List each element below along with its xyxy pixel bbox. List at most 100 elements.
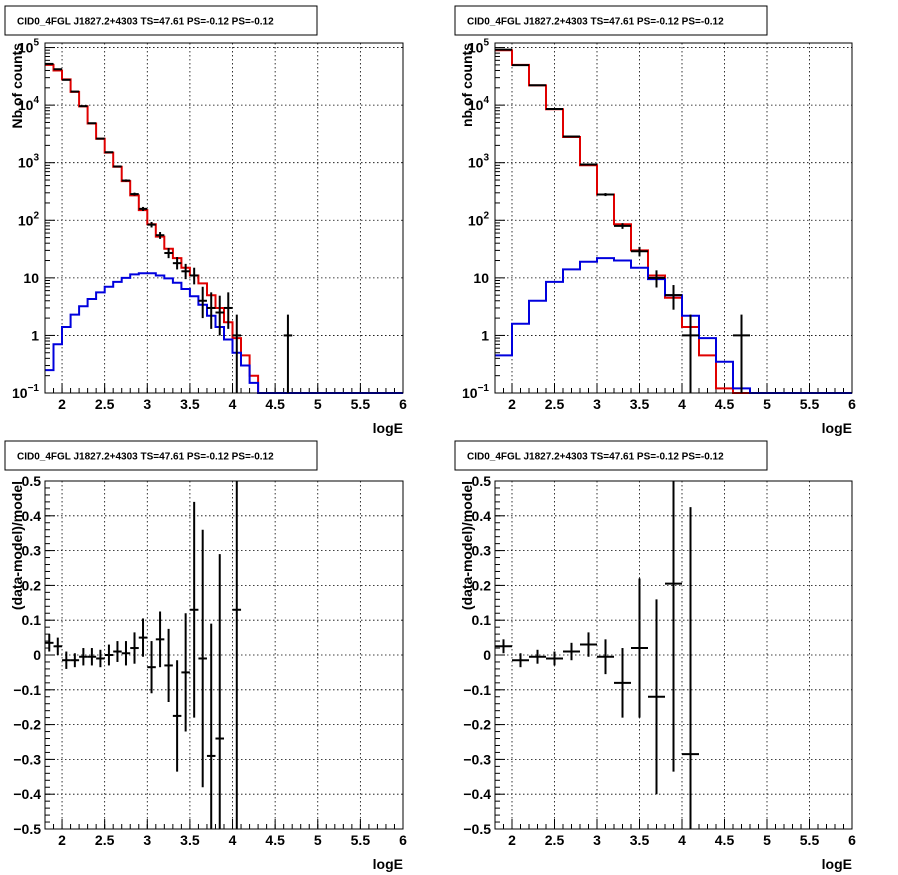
data-point [130,632,139,664]
x-tick-label: 5.5 [800,832,820,848]
x-tick-label: 6 [399,832,407,848]
data-point [563,135,580,138]
data-point [546,108,563,111]
x-tick-label: 5 [763,832,771,848]
y-tick-label: −0.3 [13,751,41,767]
y-tick-label: 104 [468,95,490,113]
y-tick-label: −0.1 [13,682,41,698]
x-axis-label: logE [822,420,852,436]
series-step-line-0 [45,63,403,394]
y-tick-exponent: 3 [483,153,489,164]
x-tick-label: 2.5 [545,832,565,848]
y-tick-exponent: 5 [483,38,489,49]
y-tick-label: 0 [483,647,491,663]
data-point [96,137,105,140]
y-tick-exponent: −1 [478,383,490,394]
x-tick-label: 5 [314,832,322,848]
y-tick-label: −0.4 [463,786,491,802]
x-tick-label: 4.5 [265,396,285,412]
data-point [198,286,207,319]
data-point [181,613,190,732]
data-point [648,270,665,288]
data-point [529,649,546,664]
y-tick-base: 10 [18,212,34,228]
data-point [198,529,207,788]
data-point [224,292,233,329]
data-point [113,641,122,662]
y-tick-base: 10 [468,212,484,228]
x-tick-label: 4.5 [265,832,285,848]
title-box [454,440,768,471]
x-tick-label: 3.5 [630,396,650,412]
data-point [121,179,131,182]
y-tick-label: 102 [468,210,490,228]
x-tick-label: 5 [314,396,322,412]
y-tick-label: 0.3 [472,543,492,559]
data-point [682,507,699,829]
chart-panel-top-left: CID0_4FGL J1827.2+4303 TS=47.61 PS=-0.12… [4,5,407,436]
y-tick-base: 10 [18,97,34,113]
data-point [597,193,614,197]
data-point [104,151,114,154]
x-tick-label: 3 [143,396,151,412]
series-step-line-0 [495,49,852,394]
series-step-line-1 [495,257,852,394]
y-tick-exponent: 2 [483,210,489,221]
data-point [62,651,71,669]
data-point [172,660,182,772]
x-tick-label: 2 [508,396,516,412]
data-point [206,292,216,329]
data-point [215,554,224,829]
y-tick-label: −0.2 [463,717,491,733]
data-point [614,223,631,229]
title-box [4,440,318,471]
y-tick-label: 1 [481,327,489,343]
chart-title: CID0_4FGL J1827.2+4303 TS=47.61 PS=-0.12… [467,452,724,463]
data-point [155,611,165,668]
y-tick-base: 10 [468,97,484,113]
x-tick-label: 4 [229,396,237,412]
y-tick-label: 0.5 [22,473,42,489]
x-tick-label: 2.5 [545,396,565,412]
data-point [546,651,563,666]
y-tick-base: 1 [481,327,489,343]
y-tick-label: 105 [18,38,40,56]
data-point [70,653,80,668]
data-point [79,105,88,108]
data-point [79,648,88,666]
y-tick-label: 10 [473,270,489,286]
y-tick-label: 1 [31,327,39,343]
data-point [512,653,529,668]
data-point [665,285,682,310]
x-tick-label: 2.5 [95,396,115,412]
plot-frame [44,42,404,394]
x-tick-label: 6 [399,396,407,412]
y-tick-label: 0.4 [472,508,492,524]
data-point [104,644,114,666]
data-point [130,192,139,196]
data-point [215,295,224,336]
data-point [87,648,97,666]
data-point [232,314,242,393]
y-tick-label: 0 [33,647,41,663]
y-tick-base: 1 [31,327,39,343]
title-box [454,5,768,36]
y-tick-exponent: −1 [28,383,40,394]
series-step-line-1 [45,272,403,394]
data-point [172,257,182,270]
data-point [53,637,63,655]
y-tick-label: −0.3 [463,751,491,767]
x-tick-label: 3.5 [180,832,200,848]
x-tick-label: 4.5 [715,832,735,848]
x-tick-label: 4.5 [715,396,735,412]
y-tick-label: 0.2 [22,577,42,593]
x-axis-label: logE [373,420,403,436]
data-point [87,122,97,125]
y-tick-base: 10 [468,155,484,171]
y-tick-label: −0.5 [463,821,491,837]
data-point [45,634,54,652]
data-point [189,501,199,718]
data-point [580,163,597,166]
data-point [206,623,216,829]
y-tick-exponent: 3 [33,153,39,164]
